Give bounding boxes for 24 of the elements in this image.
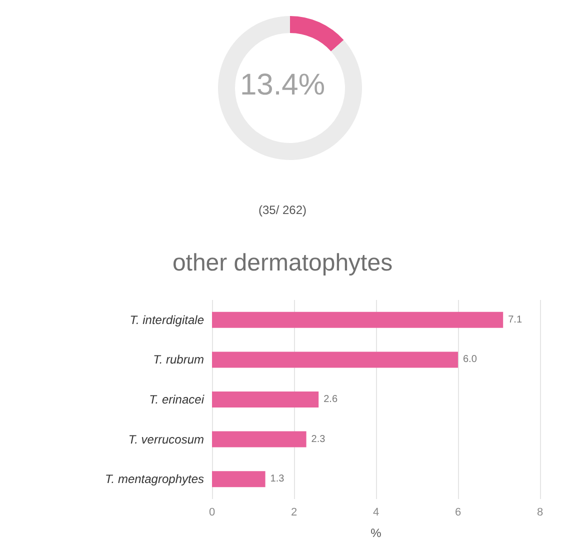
data-label: 1.3 xyxy=(270,474,285,485)
y-tick-label: T. verrucosum xyxy=(128,432,204,446)
y-tick-label: T. mentagrophytes xyxy=(105,472,204,486)
data-label: 7.1 xyxy=(508,314,522,326)
bar xyxy=(212,471,266,488)
y-tick-label: T. erinacei xyxy=(149,392,204,406)
data-label: 2.6 xyxy=(324,394,338,405)
bar xyxy=(212,312,504,328)
y-tick-label: T. interdigitale xyxy=(130,312,204,327)
x-tick-label: 2 xyxy=(290,506,298,518)
x-tick-label: 8 xyxy=(536,506,544,518)
bar xyxy=(212,431,306,448)
x-tick-label: 0 xyxy=(208,506,216,518)
chart-title: other dermatophytes xyxy=(172,250,393,276)
bar xyxy=(212,352,458,368)
data-label: 6.0 xyxy=(463,354,478,366)
y-tick-label: T. rubrum xyxy=(153,352,204,367)
text: (35/ 262) xyxy=(258,203,307,217)
data-label: 2.3 xyxy=(311,434,326,445)
text: 13.4% xyxy=(240,68,326,102)
bar xyxy=(212,392,319,408)
x-tick-label: 4 xyxy=(372,506,380,518)
x-axis-title: % xyxy=(370,526,382,540)
x-tick-label: 6 xyxy=(454,506,462,518)
